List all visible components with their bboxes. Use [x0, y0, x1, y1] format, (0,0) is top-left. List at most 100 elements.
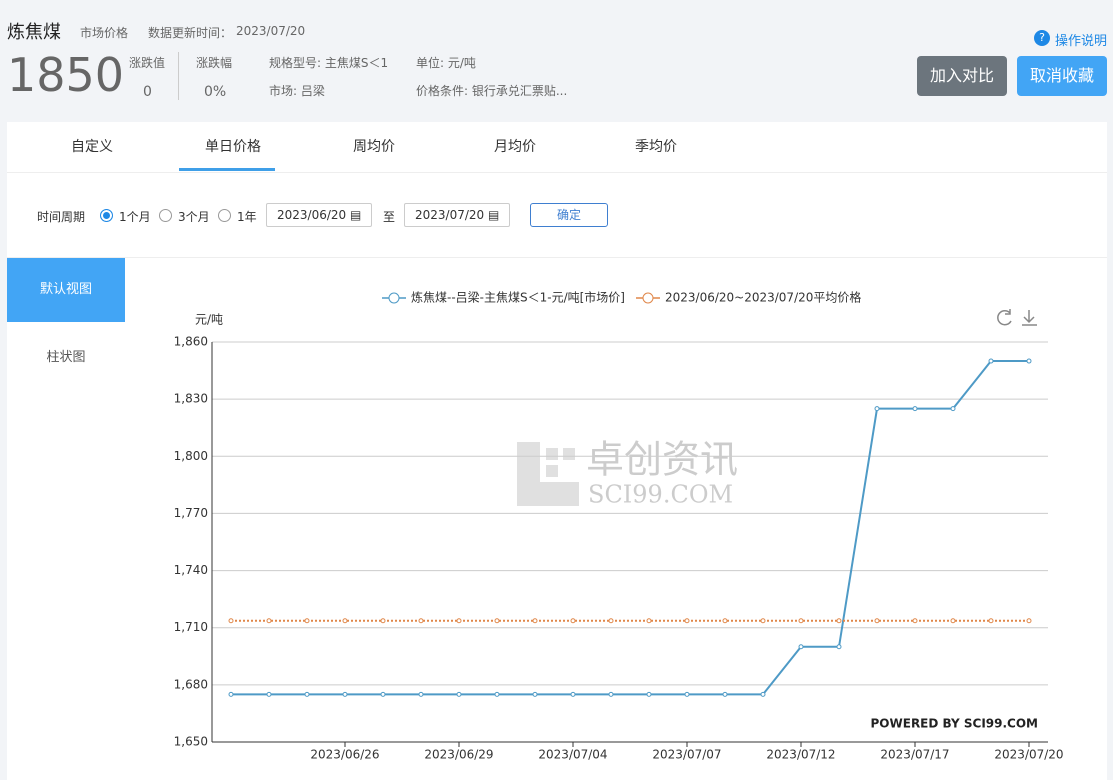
x-tick-label: 2023/06/26 — [310, 748, 379, 762]
x-tick-label: 2023/07/20 — [994, 748, 1063, 762]
y-tick-label: 1,680 — [174, 677, 208, 691]
point — [266, 691, 272, 697]
content-panel — [7, 122, 1107, 780]
start-date-text: 2023/06/20 — [277, 208, 347, 222]
compare-button[interactable]: 加入对比 — [917, 56, 1007, 96]
radio-label[interactable]: 3个月 — [178, 210, 210, 224]
point — [418, 618, 424, 624]
toolbox[interactable] — [997, 309, 1037, 326]
radio[interactable] — [100, 209, 113, 222]
confirm-button[interactable]: 确定 — [530, 203, 608, 227]
point — [950, 618, 956, 624]
watermark-logo — [517, 442, 579, 506]
point — [874, 406, 880, 412]
legend-label: 2023/06/20~2023/07/20平均价格 — [665, 290, 861, 305]
side-tab[interactable]: 柱状图 — [46, 350, 86, 365]
condition: 价格条件: 银行承兑汇票贴... — [416, 84, 568, 98]
legend-marker — [642, 292, 654, 304]
tab[interactable]: 单日价格 — [205, 139, 261, 155]
point — [722, 618, 728, 624]
point — [760, 691, 766, 697]
point — [1026, 358, 1032, 364]
radio-label[interactable]: 1年 — [237, 210, 257, 224]
tab[interactable]: 周均价 — [353, 139, 395, 155]
point — [304, 691, 310, 697]
point — [684, 618, 690, 624]
radio-label[interactable]: 1个月 — [119, 210, 151, 224]
point — [1026, 618, 1032, 624]
radio[interactable] — [218, 209, 231, 222]
x-tick-label: 2023/07/07 — [652, 748, 721, 762]
active-tab-indicator — [179, 168, 275, 171]
market-price: 市场价格 — [80, 26, 129, 40]
point — [760, 618, 766, 624]
y-tick-label: 1,860 — [174, 335, 208, 349]
point — [798, 644, 804, 650]
point — [722, 691, 728, 697]
date-separator: 至 — [383, 210, 396, 224]
point — [608, 618, 614, 624]
point — [608, 691, 614, 697]
title: 炼焦煤 — [7, 22, 61, 43]
point — [380, 618, 386, 624]
end-date[interactable]: 2023/07/20 ▤ — [404, 203, 511, 227]
point — [874, 618, 880, 624]
price: 1850 — [7, 48, 125, 102]
point — [570, 618, 576, 624]
series-line — [231, 360, 1029, 696]
point — [418, 691, 424, 697]
point — [304, 618, 310, 624]
y-tick-label: 1,830 — [174, 392, 208, 406]
point — [342, 618, 348, 624]
period-label: 时间周期 — [37, 210, 86, 224]
y-tick-label: 1,800 — [174, 449, 208, 463]
watermark-sub: SCI99.COM — [588, 481, 733, 509]
x-tick-label: 2023/07/12 — [766, 748, 835, 762]
radio[interactable] — [159, 209, 172, 222]
point — [570, 691, 576, 697]
credit: POWERED BY SCI99.COM — [871, 717, 1038, 731]
tab[interactable]: 季均价 — [635, 139, 677, 155]
pct-label: 涨跌幅 — [196, 56, 233, 70]
x-tick-label: 2023/07/17 — [880, 748, 949, 762]
x-tick-label: 2023/06/29 — [424, 748, 493, 762]
x-tick-label: 2023/07/04 — [538, 748, 607, 762]
point — [836, 644, 842, 650]
unit: 单位: 元/吨 — [416, 56, 476, 70]
point — [646, 618, 652, 624]
market: 市场: 吕梁 — [269, 84, 325, 98]
spec: 规格型号: 主焦煤S＜1 — [269, 56, 389, 70]
help-link[interactable]: 操作说明 — [1055, 34, 1108, 49]
point — [228, 691, 234, 697]
divider — [178, 52, 179, 100]
y-tick-label: 1,770 — [174, 506, 208, 520]
point — [494, 691, 500, 697]
help-icon[interactable]: ? — [1034, 30, 1050, 46]
point — [532, 618, 538, 624]
separator — [7, 172, 1107, 173]
point — [988, 618, 994, 624]
tab[interactable]: 月均价 — [494, 139, 536, 155]
y-axis-label: 元/吨 — [195, 313, 223, 327]
point — [988, 358, 994, 364]
pct: 0% — [204, 84, 227, 100]
point — [950, 406, 956, 412]
watermark: 卓创资讯 — [586, 438, 738, 482]
point — [684, 691, 690, 697]
y-tick-label: 1,740 — [174, 563, 208, 577]
point — [912, 618, 918, 624]
point — [228, 618, 234, 624]
point — [532, 691, 538, 697]
unfavorite-button[interactable]: 取消收藏 — [1017, 56, 1107, 96]
start-date[interactable]: 2023/06/20 ▤ — [266, 203, 373, 227]
point — [456, 618, 462, 624]
side-tab-active[interactable]: 默认视图 — [7, 258, 125, 322]
point — [380, 691, 386, 697]
change-label: 涨跌值 — [129, 56, 166, 70]
y-tick-label: 1,710 — [174, 620, 208, 634]
point — [342, 691, 348, 697]
tab[interactable]: 自定义 — [71, 139, 113, 155]
point — [266, 618, 272, 624]
end-date-text: 2023/07/20 — [415, 208, 485, 222]
